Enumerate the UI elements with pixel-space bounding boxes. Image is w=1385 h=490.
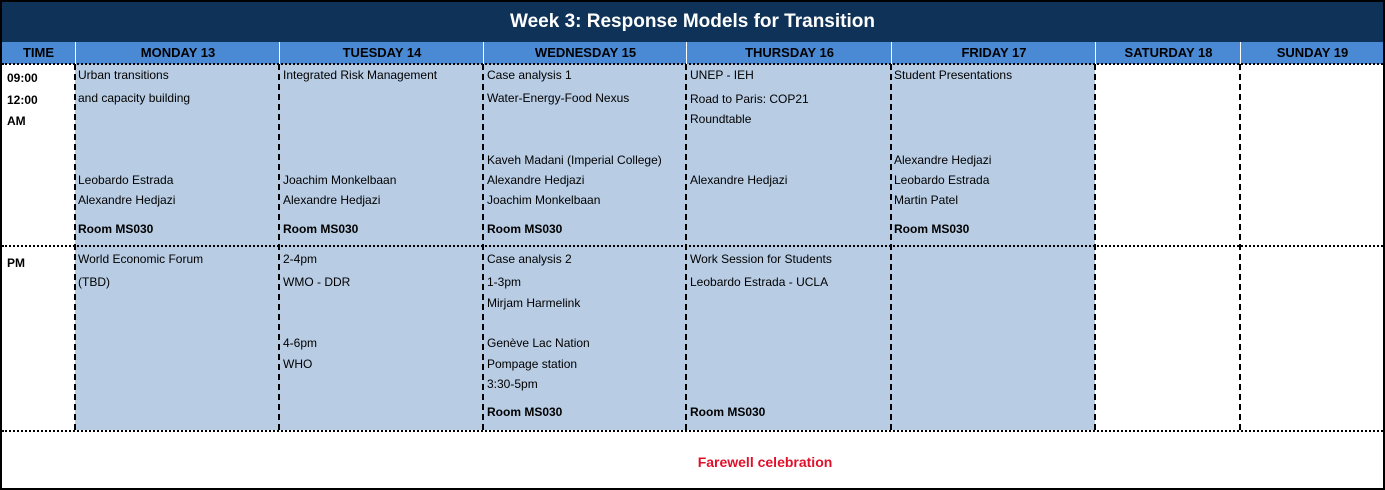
column-divider: [482, 64, 484, 430]
session-text: Room MS030: [690, 405, 766, 419]
session-text: Alexandre Hedjazi: [487, 173, 585, 187]
session-text: 4-6pm: [283, 336, 318, 350]
session-text: Kaveh Madani (Imperial College): [487, 153, 662, 167]
session-text: Case analysis 2: [487, 252, 572, 266]
session-text: Leobardo Estrada: [894, 173, 990, 187]
column-header: SATURDAY 18: [1095, 42, 1241, 64]
column-header: SUNDAY 19: [1240, 42, 1383, 64]
session-text: Pompage station: [487, 357, 578, 371]
column-divider: [74, 64, 76, 430]
session-text: Road to Paris: COP21: [690, 92, 809, 106]
session-text: Joachim Monkelbaan: [283, 173, 397, 187]
session-text: 2-4pm: [283, 252, 318, 266]
session-text: World Economic Forum: [78, 252, 204, 266]
session-text: Roundtable: [690, 112, 752, 126]
row-divider: [2, 430, 1383, 432]
time-label: 09:00: [7, 71, 38, 85]
column-header: FRIDAY 17: [891, 42, 1096, 64]
session-text: WMO - DDR: [283, 275, 351, 289]
session-text: Student Presentations: [894, 68, 1013, 82]
session-text: Room MS030: [894, 222, 970, 236]
header-row: [2, 42, 1383, 64]
session-text: Urban transitions: [78, 68, 169, 82]
session-text: 1-3pm: [487, 275, 522, 289]
time-label: 12:00: [7, 93, 38, 107]
session-text: Room MS030: [78, 222, 154, 236]
column-divider: [1239, 64, 1241, 430]
column-divider: [1094, 64, 1096, 430]
column-header: TIME: [22, 45, 55, 60]
session-text: Alexandre Hedjazi: [283, 193, 381, 207]
session-text: Alexandre Hedjazi: [894, 153, 992, 167]
session-text: Room MS030: [487, 222, 563, 236]
session-text: Case analysis 1: [487, 68, 572, 82]
title: Week 3: Response Models for Transition: [2, 2, 1383, 42]
session-text: Work Session for Students: [690, 252, 832, 266]
session-text: (TBD): [78, 275, 110, 289]
session-text: 3:30-5pm: [487, 377, 538, 391]
session-text: Martin Patel: [894, 193, 959, 207]
column-header: MONDAY 13: [75, 42, 280, 64]
session-text: Alexandre Hedjazi: [78, 193, 176, 207]
time-label: PM: [7, 256, 25, 270]
footer-note: Farewell celebration: [697, 454, 833, 470]
session-text: WHO: [283, 357, 313, 371]
column-header: THURSDAY 16: [686, 42, 892, 64]
column-divider: [685, 64, 687, 430]
session-text: Leobardo Estrada - UCLA: [690, 275, 829, 289]
session-text: Leobardo Estrada: [78, 173, 174, 187]
column-divider: [890, 64, 892, 430]
column-header: WEDNESDAY 15: [483, 42, 687, 64]
session-text: UNEP - IEH: [690, 68, 754, 82]
weekday-background: [75, 64, 1095, 430]
column-divider: [278, 64, 280, 430]
row-divider: [2, 245, 1383, 247]
session-text: Integrated Risk Management: [283, 68, 438, 82]
session-text: Water-Energy-Food Nexus: [487, 91, 630, 105]
session-text: Room MS030: [487, 405, 563, 419]
session-text: Room MS030: [283, 222, 359, 236]
column-header: TUESDAY 14: [279, 42, 484, 64]
session-text: Joachim Monkelbaan: [487, 193, 601, 207]
session-text: Alexandre Hedjazi: [690, 173, 788, 187]
session-text: and capacity building: [78, 91, 191, 105]
row-divider: [2, 63, 1383, 65]
session-text: Mirjam Harmelink: [487, 296, 581, 310]
time-label: AM: [7, 114, 26, 128]
session-text: Genève Lac Nation: [487, 336, 590, 350]
